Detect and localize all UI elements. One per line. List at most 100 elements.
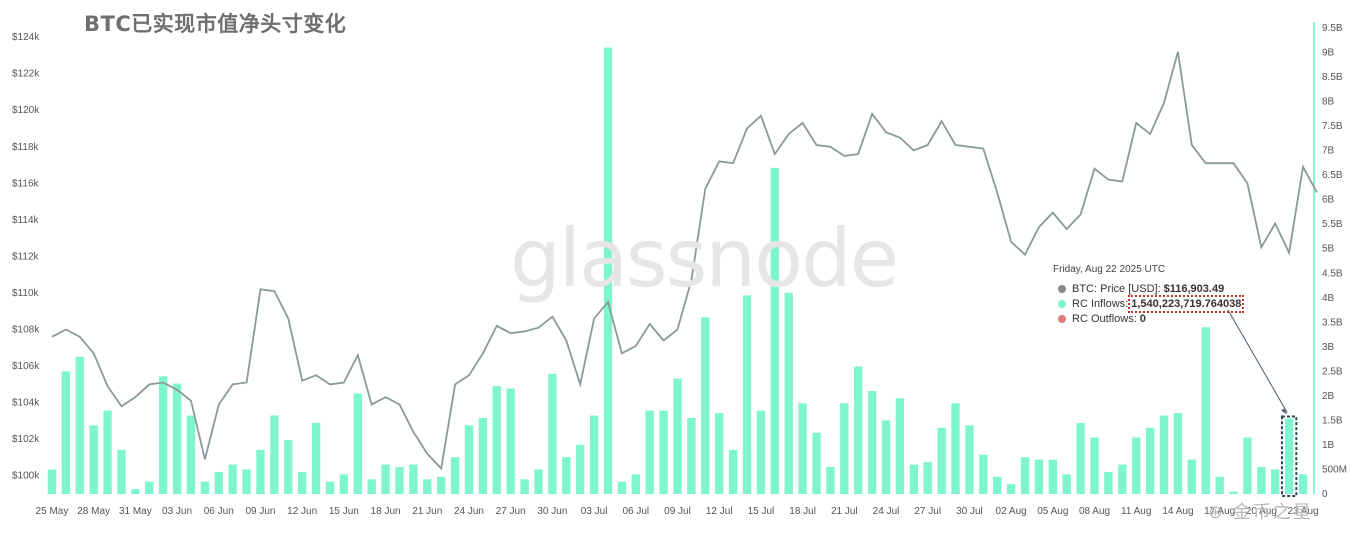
inflow-bar <box>61 371 71 494</box>
inflow-bar <box>242 469 251 494</box>
inflow-bar <box>450 457 460 494</box>
corner-logo: ⊛ 金币之星 <box>1208 502 1313 523</box>
x-tick-label: 21 Jul <box>831 506 858 517</box>
x-tick-label: 17 Aug <box>1204 506 1235 517</box>
right-tick-label: 4.5B <box>1322 268 1343 279</box>
inflow-bar <box>1229 491 1238 494</box>
inflow-bar <box>1298 474 1308 494</box>
right-tick-label: 6.5B <box>1322 170 1343 181</box>
inflow-bar <box>1187 459 1197 494</box>
tooltip-date: Friday, Aug 22 2025 UTC <box>1053 264 1166 275</box>
inflow-bar <box>645 410 654 494</box>
inflow-bar <box>353 393 362 494</box>
x-tick-label: 27 Jun <box>496 506 526 517</box>
annotation-arrow <box>1227 309 1288 413</box>
inflow-bar <box>89 425 98 494</box>
inflow-bar <box>409 464 418 494</box>
x-tick-label: 24 Jul <box>873 506 900 517</box>
right-tick-label: 4B <box>1322 293 1335 304</box>
inflow-bar <box>228 464 237 494</box>
x-tick-label: 15 Jul <box>748 506 775 517</box>
inflow-bar <box>367 479 376 494</box>
left-tick-label: $100k <box>12 471 40 482</box>
right-tick-label: 1B <box>1322 440 1335 451</box>
right-tick-label: 7B <box>1322 146 1335 157</box>
inflow-bar <box>1284 418 1294 494</box>
inflow-bar <box>1020 457 1030 494</box>
tooltip-price-label: BTC: Price [USD]: <box>1072 282 1161 295</box>
inflow-bar <box>617 481 627 494</box>
tooltip-outflows-label: RC Outflows: <box>1072 312 1137 325</box>
inflow-bar <box>965 425 974 494</box>
x-tick-label: 03 Jul <box>581 506 608 517</box>
left-tick-label: $106k <box>12 361 40 372</box>
inflow-bar <box>951 403 960 494</box>
inflow-bar <box>284 440 293 494</box>
x-tick-label: 09 Jul <box>664 506 691 517</box>
x-tick-label: 03 Jun <box>162 506 192 517</box>
inflow-bar <box>631 474 640 494</box>
inflow-bar <box>659 410 668 494</box>
inflow-bar <box>840 403 849 494</box>
inflow-bar <box>1271 469 1280 494</box>
x-tick-label: 18 Jun <box>371 506 401 517</box>
inflow-bar <box>423 479 432 494</box>
right-tick-label: 8B <box>1322 97 1335 108</box>
x-tick-label: 20 Aug <box>1246 506 1277 517</box>
left-tick-label: $114k <box>12 215 40 226</box>
highlight-box <box>1280 415 1298 498</box>
left-tick-label: $112k <box>12 251 40 262</box>
inflow-bar <box>576 444 585 494</box>
x-tick-label: 31 May <box>119 506 152 517</box>
inflow-bar <box>492 386 501 494</box>
inflow-bar <box>1159 415 1169 494</box>
left-tick-label: $118k <box>12 142 40 153</box>
x-tick-label: 30 Jul <box>956 506 983 517</box>
right-tick-label: 9.5B <box>1322 23 1343 34</box>
tooltip-row-inflows: RC Inflows: 1,540,223,719.764038 <box>1053 294 1258 313</box>
right-tick-label: 7.5B <box>1322 121 1343 132</box>
inflow-bar <box>298 471 307 494</box>
inflow-bar <box>1104 471 1113 494</box>
right-tick-label: 6B <box>1322 195 1335 206</box>
inflow-bar <box>103 410 112 494</box>
x-tick-label: 27 Jul <box>914 506 941 517</box>
inflow-bar <box>673 378 682 494</box>
inflow-bar <box>520 479 529 494</box>
inflow-bar <box>186 415 196 494</box>
inflow-bar <box>923 462 932 494</box>
outflow-legend-dot <box>1058 314 1066 323</box>
x-tick-label: 05 Aug <box>1037 506 1068 517</box>
annotation-arrowhead <box>1281 408 1288 415</box>
right-tick-label: 5B <box>1322 244 1335 255</box>
tooltip-outflows-value: 0 <box>1139 312 1146 325</box>
inflow-bar <box>172 383 182 494</box>
left-tick-label: $124k <box>12 32 40 43</box>
watermark: glassnode <box>510 212 899 305</box>
inflow-bar <box>1201 327 1210 494</box>
left-tick-label: $116k <box>12 178 40 189</box>
inflow-bar <box>854 366 863 494</box>
tooltip-row-outflows: RC Outflows: 0 <box>1053 311 1258 326</box>
tooltip: Friday, Aug 22 2025 UTC BTC: Price [USD]… <box>1053 264 1258 326</box>
inflow-bar <box>381 464 390 494</box>
inflow-bar <box>1076 422 1085 494</box>
x-tick-label: 25 May <box>36 506 69 517</box>
right-tick-label: 3.5B <box>1322 317 1343 328</box>
inflow-bar <box>742 295 752 494</box>
inflow-bar <box>311 422 321 494</box>
inflow-bar <box>937 427 946 494</box>
left-tick-label: $104k <box>12 398 40 409</box>
x-tick-label: 09 Jun <box>245 506 275 517</box>
inflow-bar <box>993 476 1002 494</box>
inflow-bar <box>437 476 446 494</box>
inflow-bar <box>1118 464 1127 494</box>
right-tick-label: 2.5B <box>1322 366 1343 377</box>
inflow-bar <box>1034 459 1044 494</box>
tooltip-inflows-label: RC Inflows: <box>1072 297 1129 310</box>
inflow-bar <box>909 464 918 494</box>
inflow-bar <box>687 417 696 494</box>
inflow-bar <box>1132 437 1141 494</box>
left-tick-label: $102k <box>12 434 40 445</box>
